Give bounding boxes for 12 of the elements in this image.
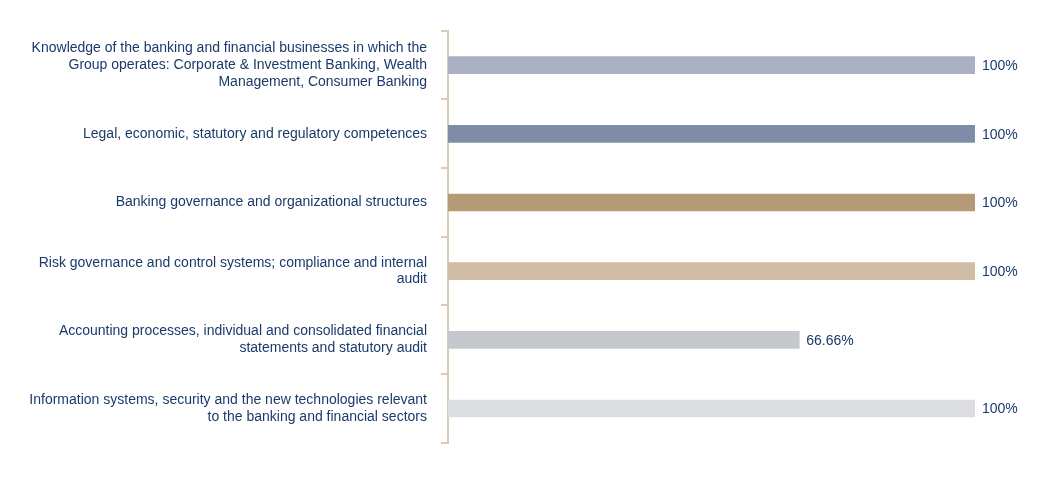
data-label: 100%	[982, 194, 1018, 211]
data-label: 66.66%	[806, 331, 854, 348]
y-tick-label: Legal, economic, statutory and regulatory competences	[83, 124, 427, 141]
y-tick-label: Risk governance and control systems; compliance and internal audit	[38, 253, 428, 287]
data-label: 100%	[982, 56, 1018, 73]
data-label: 100%	[982, 400, 1018, 417]
data-label: 100%	[982, 262, 1018, 279]
y-tick-label: Information systems, security and the new technologies relevant to the banking and financial sectors	[29, 390, 428, 424]
y-tick-label: Banking governance and organizational structures	[115, 193, 427, 210]
y-tick-label: Knowledge of the banking and financial businesses in which the Group operates: Corporate & Investment Banking, Wealth Management, Consumer Banking	[31, 39, 428, 89]
y-tick-label: Accounting processes, individual and consolidated financial statements and statutory audit	[58, 322, 428, 356]
data-label: 100%	[982, 125, 1018, 142]
